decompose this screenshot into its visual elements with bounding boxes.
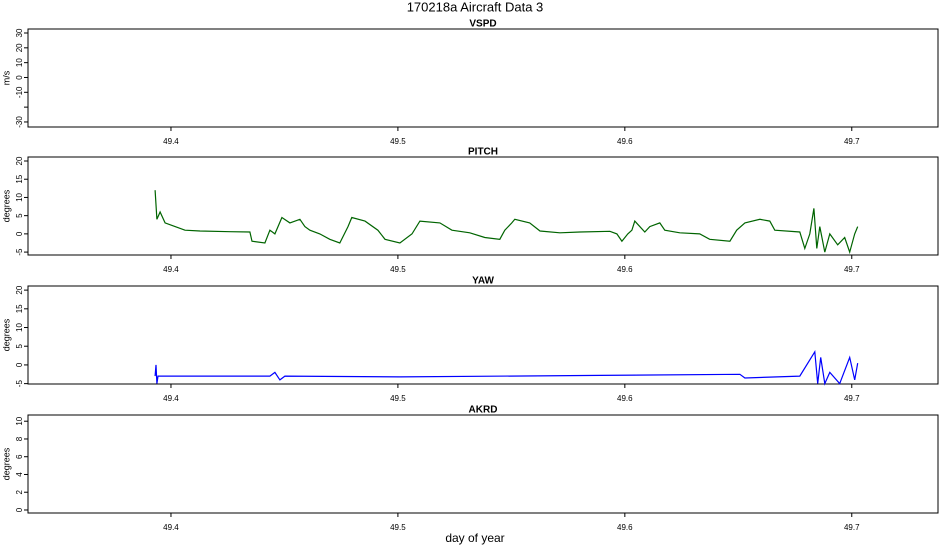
y-tick-label: 10 (15, 58, 24, 67)
y-tick-label: -10 (15, 86, 24, 98)
y-tick-label: 4 (15, 472, 24, 477)
y-tick-label: 20 (15, 156, 24, 165)
x-tick-label: 49.7 (844, 523, 860, 532)
panel-title: VSPD (469, 19, 496, 30)
x-tick-label: 49.5 (390, 137, 406, 146)
y-axis-label: degrees (1, 318, 11, 351)
x-tick-label: 49.5 (390, 394, 406, 403)
y-tick-label: 0 (15, 362, 24, 367)
y-tick-label: 20 (15, 43, 24, 52)
y-tick-label: 5 (15, 343, 24, 348)
y-tick-label: 30 (15, 28, 24, 37)
y-axis-label: m/s (1, 70, 11, 85)
x-tick-label: 49.6 (617, 394, 633, 403)
x-tick-label: 49.5 (390, 265, 406, 274)
y-tick-label: 15 (15, 174, 24, 183)
y-tick-label: 5 (15, 213, 24, 218)
x-tick-label: 49.4 (163, 523, 179, 532)
x-tick-label: 49.6 (617, 523, 633, 532)
x-tick-label: 49.7 (844, 265, 860, 274)
panel-title: PITCH (468, 147, 498, 158)
x-tick-label: 49.4 (163, 137, 179, 146)
y-tick-label: 15 (15, 304, 24, 313)
y-tick-label: 10 (15, 416, 24, 425)
x-tick-label: 49.6 (617, 265, 633, 274)
y-tick-label: 2 (15, 489, 24, 494)
y-tick-label: -5 (15, 248, 24, 256)
y-tick-label: 0 (15, 75, 24, 80)
y-tick-label: 8 (15, 436, 24, 441)
page-title: 170218a Aircraft Data 3 (407, 0, 544, 14)
plot-frame (27, 156, 939, 256)
y-tick-label: 6 (15, 454, 24, 459)
x-tick-label: 49.7 (844, 394, 860, 403)
data-line (154, 349, 859, 386)
y-tick-label: 20 (15, 285, 24, 294)
y-tick-label: 10 (15, 192, 24, 201)
plot-frame (27, 285, 939, 385)
y-axis-label: degrees (1, 189, 11, 222)
y-tick-label: 0 (15, 231, 24, 236)
y-tick-label: -30 (15, 116, 24, 128)
x-axis-label: day of year (445, 531, 504, 545)
plot-frame (27, 414, 939, 514)
y-axis-label: degrees (1, 447, 11, 480)
x-tick-label: 49.5 (390, 523, 406, 532)
x-tick-label: 49.4 (163, 265, 179, 274)
x-tick-label: 49.7 (844, 137, 860, 146)
y-tick-label: 10 (15, 323, 24, 332)
plot-frame (27, 28, 939, 128)
data-line (154, 190, 859, 255)
y-tick-label: 0 (15, 507, 24, 512)
panel-title: AKRD (469, 405, 498, 416)
panel-title: YAW (472, 276, 494, 287)
x-tick-label: 49.4 (163, 394, 179, 403)
y-tick-label: -5 (15, 380, 24, 388)
x-tick-label: 49.6 (617, 137, 633, 146)
